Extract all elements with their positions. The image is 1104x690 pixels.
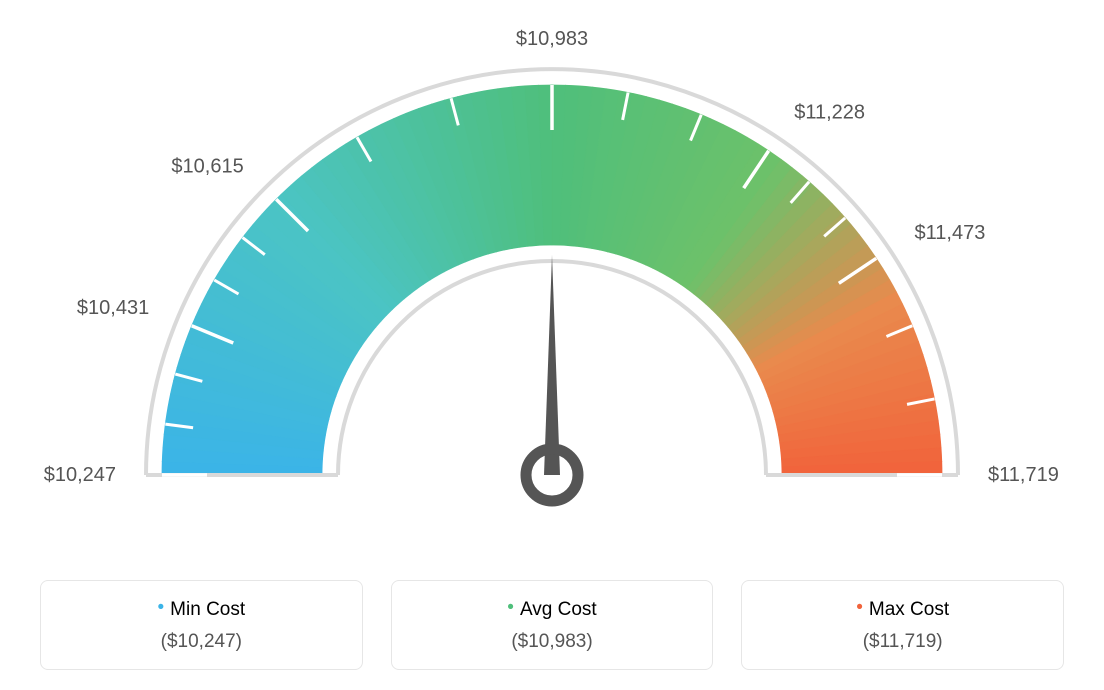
legend-card-avg: • Avg Cost ($10,983) xyxy=(391,580,714,670)
bullet-icon: • xyxy=(856,597,863,618)
legend-title-max: • Max Cost xyxy=(752,599,1053,621)
legend-value-min: ($10,247) xyxy=(51,631,352,653)
legend-value-max: ($11,719) xyxy=(752,631,1053,653)
gauge-needle xyxy=(544,255,560,475)
svg-text:$11,473: $11,473 xyxy=(915,222,986,244)
legend-row: •Min Cost ($10,247) •Avg Cost ($10,983) … xyxy=(0,580,1104,670)
legend-title-min: •Min Cost xyxy=(51,599,352,621)
legend-title-avg: • Avg Cost xyxy=(402,599,703,621)
svg-text:$11,719: $11,719 xyxy=(988,464,1059,486)
cost-gauge-chart: $10,247 $10,431 $10,615 $10,983 $11,228 $11,4… xyxy=(0,0,1104,690)
legend-label-max: Max Cost xyxy=(869,599,949,620)
gauge-svg: $10,247 $10,431 $10,615 $10,983 $11,228 $11,4… xyxy=(0,0,1104,540)
legend-value-avg: ($10,983) xyxy=(402,631,703,653)
svg-text:$10,983: $10,983 xyxy=(516,28,588,50)
svg-text:$10,431: $10,431 xyxy=(77,297,149,319)
legend-label-min: Min Cost xyxy=(170,599,245,620)
legend-label-avg: Avg Cost xyxy=(520,599,597,620)
svg-text:$11,228: $11,228 xyxy=(794,101,865,123)
legend-card-min: •Min Cost ($10,247) xyxy=(40,580,363,670)
legend-card-max: • Max Cost ($11,719) xyxy=(741,580,1064,670)
bullet-icon: • xyxy=(158,597,165,618)
svg-text:$10,247: $10,247 xyxy=(44,464,116,486)
bullet-icon: • xyxy=(507,597,514,618)
svg-text:$10,615: $10,615 xyxy=(171,156,243,178)
